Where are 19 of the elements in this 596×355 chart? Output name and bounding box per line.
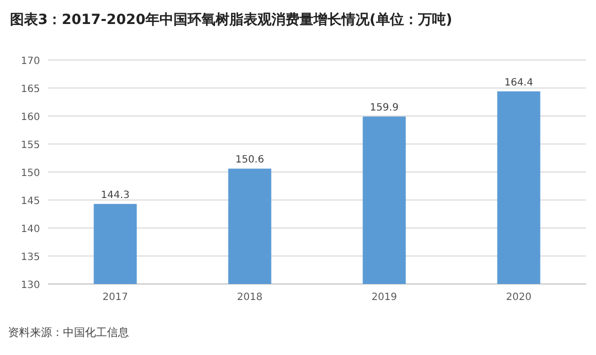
y-tick-label: 165 bbox=[20, 84, 40, 95]
y-tick-label: 170 bbox=[20, 56, 40, 67]
y-tick-label: 160 bbox=[20, 112, 40, 123]
text: 资料来源：中国化工信息 bbox=[8, 326, 129, 339]
y-tick-label: 150 bbox=[20, 168, 40, 179]
y-tick-label: 140 bbox=[20, 224, 40, 235]
data-label: 150.6 bbox=[235, 154, 264, 166]
y-tick-label: 145 bbox=[20, 196, 40, 207]
x-tick-label: 2018 bbox=[237, 292, 262, 303]
data-label: 159.9 bbox=[370, 102, 399, 114]
x-tick-label: 2017 bbox=[102, 292, 128, 303]
y-tick-label: 155 bbox=[20, 140, 40, 151]
x-tick-label: 2020 bbox=[506, 292, 532, 303]
x-tick-label: 2019 bbox=[372, 292, 397, 303]
chart-title: 图表3：2017-2020年中国环氧树脂表观消费量增长情况(单位：万吨) bbox=[10, 12, 452, 28]
data-label: 164.4 bbox=[504, 77, 534, 88]
y-tick-label: 135 bbox=[20, 252, 40, 263]
y-tick-label: 130 bbox=[20, 280, 40, 291]
data-label: 144.3 bbox=[100, 190, 130, 201]
